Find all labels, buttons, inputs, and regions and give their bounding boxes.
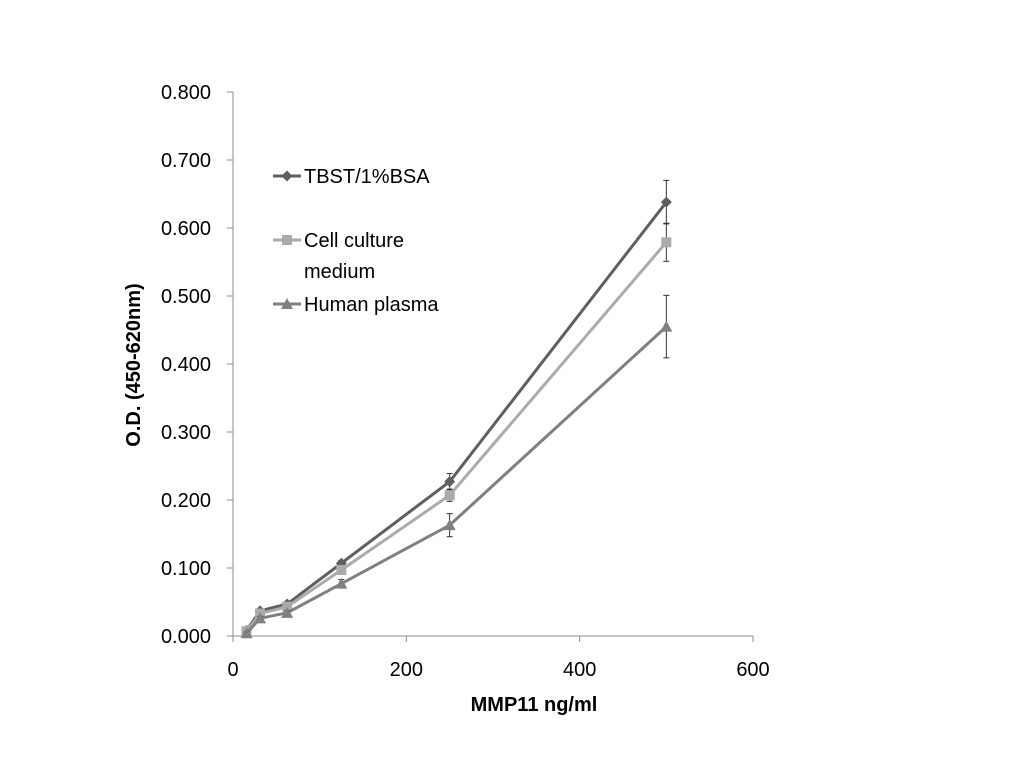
legend-item: Cell culture medium bbox=[273, 230, 404, 283]
data-point bbox=[335, 577, 348, 589]
y-tick-label: 0.200 bbox=[161, 490, 211, 512]
legend-marker bbox=[282, 235, 292, 245]
data-point bbox=[240, 627, 253, 639]
legend-item: TBST/1%BSA bbox=[273, 166, 430, 188]
data-point bbox=[660, 320, 673, 332]
y-tick-label: 0.600 bbox=[161, 218, 211, 240]
series-layer bbox=[240, 179, 673, 639]
y-tick-label: 0.500 bbox=[161, 286, 211, 308]
legend-marker bbox=[281, 170, 293, 182]
axes: 0.000 0.100 0.200 0.300 0.400 0.500 0.600 0.700… bbox=[161, 82, 770, 681]
x-tick-label: 400 bbox=[563, 659, 596, 681]
y-tick-label: 0.100 bbox=[161, 558, 211, 580]
y-axis-title: O.D. (450-620nm) bbox=[123, 283, 145, 446]
y-tick-label: 0.000 bbox=[161, 626, 211, 648]
data-point bbox=[281, 606, 294, 618]
data-point bbox=[254, 612, 267, 624]
x-tick-label: 600 bbox=[736, 659, 769, 681]
series-2 bbox=[241, 222, 672, 637]
data-point bbox=[661, 237, 672, 248]
data-point bbox=[444, 490, 455, 501]
data-point bbox=[660, 196, 672, 208]
legend-marker bbox=[281, 298, 293, 309]
y-tick-label: 0.400 bbox=[161, 354, 211, 376]
data-point bbox=[444, 476, 456, 488]
legend-label: TBST/1%BSA bbox=[304, 166, 430, 188]
y-tick-label: 0.700 bbox=[161, 150, 211, 172]
data-point bbox=[282, 601, 293, 612]
data-point bbox=[443, 519, 456, 531]
y-tick-label: 0.300 bbox=[161, 422, 211, 444]
legend-label: Cell culture bbox=[304, 230, 404, 252]
x-tick-label: 200 bbox=[390, 659, 423, 681]
x-axis-title: MMP11 ng/ml bbox=[471, 694, 598, 716]
x-tick-label: 0 bbox=[227, 659, 238, 681]
data-point bbox=[336, 565, 347, 576]
y-tick-label: 0.800 bbox=[161, 82, 211, 104]
series-3 bbox=[240, 294, 673, 639]
legend-item: Human plasma bbox=[273, 294, 439, 316]
legend-label: Human plasma bbox=[304, 294, 439, 316]
legend: TBST/1%BSA Cell culture medium Human plasma bbox=[273, 166, 439, 316]
legend-label: medium bbox=[304, 261, 375, 283]
